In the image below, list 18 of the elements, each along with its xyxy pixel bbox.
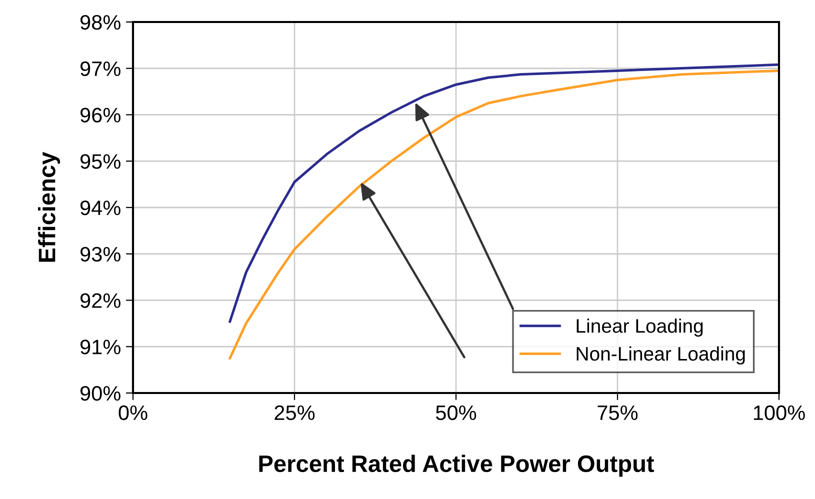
y-tick-label: 95% <box>80 154 120 169</box>
y-axis-title: Efficiency <box>38 152 60 262</box>
legend-label: Non-Linear Loading <box>576 346 745 365</box>
x-tick-label: 100% <box>754 405 805 420</box>
x-axis-title: Percent Rated Active Power Output <box>259 454 654 477</box>
y-tick-label: 96% <box>80 108 120 123</box>
y-tick-label: 93% <box>80 246 120 262</box>
y-tick-label: 90% <box>80 386 120 401</box>
y-tick-label: 94% <box>80 200 120 216</box>
y-tick-label: 91% <box>80 340 120 354</box>
y-tick-label: 98% <box>80 15 120 30</box>
x-tick-label: 75% <box>598 405 638 420</box>
legend-label: Linear Loading <box>576 318 703 337</box>
x-tick-label: 25% <box>274 405 315 420</box>
y-tick-label: 92% <box>80 293 120 308</box>
y-tick-label: 97% <box>80 61 120 76</box>
x-tick-label: 50% <box>436 405 476 420</box>
x-tick-label: 0% <box>118 405 148 420</box>
